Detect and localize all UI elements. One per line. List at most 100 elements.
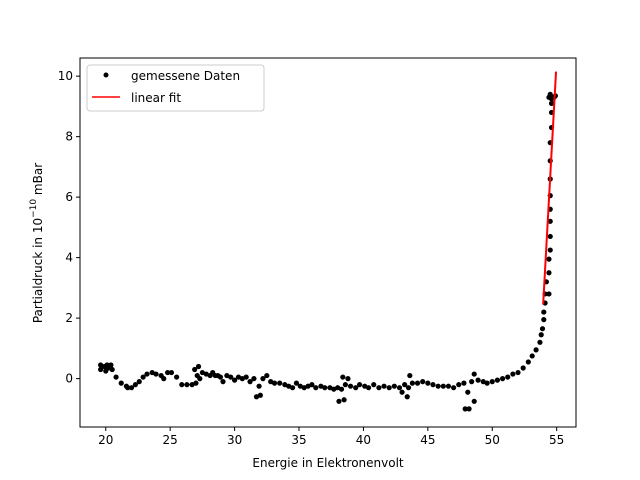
data-point [425,380,431,386]
y-axis-ticks: 0 2 4 6 8 10 [58,69,80,386]
data-point [414,380,421,386]
legend-box [86,64,265,112]
data-point [289,385,296,391]
data-point [313,385,319,391]
data-point [404,394,410,400]
data-point [510,371,516,377]
data-point [293,380,300,386]
data-point [193,380,199,386]
x-tick-label: 50 [485,433,500,447]
data-point [456,382,462,388]
data-point [140,374,146,380]
data-point [161,376,167,382]
data-point [461,380,467,386]
data-point [251,376,257,382]
data-point [466,406,472,412]
y-tick-label: 0 [65,372,73,386]
data-point [520,365,526,371]
data-point [538,332,544,338]
data-point [471,371,477,377]
data-point [407,372,413,379]
data-point [136,379,142,385]
x-tick-label: 30 [227,433,242,447]
data-point [113,374,119,380]
data-point [256,383,262,389]
data-point [260,376,266,382]
data-point [515,369,521,376]
y-tick-label: 2 [65,311,73,325]
y-axis-label-suffix: mBar [31,163,45,199]
data-point [125,385,131,391]
data-point [462,406,468,412]
data-point [341,397,347,403]
data-point [336,398,342,404]
data-point [153,371,159,377]
data-point [547,247,553,253]
data-point [405,385,412,391]
data-point [546,291,552,297]
data-point [484,380,490,386]
data-point [184,382,190,388]
data-point [271,380,278,386]
x-tick-label: 20 [98,433,113,447]
data-point [356,382,363,388]
data-point [109,366,115,373]
data-point [547,91,553,97]
data-point [342,382,348,388]
y-tick-label: 10 [58,69,73,83]
data-point [505,374,511,380]
data-point [475,377,481,383]
y-axis-label-exponent: −10 [29,199,39,218]
data-point [243,374,249,380]
data-point [541,309,547,315]
x-axis-ticks: 20 25 30 35 40 45 50 55 [98,427,564,447]
data-point [420,379,426,385]
y-axis-label-prefix: Partialdruck in 10 [31,218,45,323]
fit-line [542,71,558,305]
legend-label-fit: linear fit [131,91,181,105]
data-point [217,374,224,380]
data-point [499,376,506,382]
data-point [465,389,471,395]
data-point [402,382,408,388]
data-point [440,383,446,389]
data-point [494,377,501,383]
data-point [353,385,359,391]
data-point [228,374,234,380]
y-axis-label: Partialdruck in 10−10 mBar [29,163,45,323]
data-point [435,383,441,389]
data-point [132,382,138,388]
data-point [546,270,552,276]
data-point [144,371,150,377]
x-tick-label: 40 [356,433,371,447]
data-point [537,339,543,345]
legend: gemessene Daten linear fit [86,64,265,112]
data-point [386,385,392,391]
data-point [548,100,555,106]
data-point [391,383,397,389]
data-point [409,380,415,386]
data-point [541,317,547,323]
x-tick-label: 55 [549,433,564,447]
data-point [338,386,345,392]
data-point [539,326,546,332]
plot-frame [79,57,577,428]
data-point [179,382,185,388]
data-point [118,380,124,386]
data-point [347,383,354,389]
data-point [533,347,539,353]
data-point [277,380,283,386]
y-tick-label: 8 [65,130,73,144]
data-point [345,376,351,382]
data-point [168,369,175,376]
data-point [340,374,346,380]
data-point [445,383,452,389]
data-point [322,385,328,391]
legend-marker-measured [103,72,109,78]
data-point [525,359,531,365]
data-point [547,218,553,224]
data-point [108,362,114,368]
data-point [128,385,135,391]
x-tick-label: 45 [420,433,435,447]
